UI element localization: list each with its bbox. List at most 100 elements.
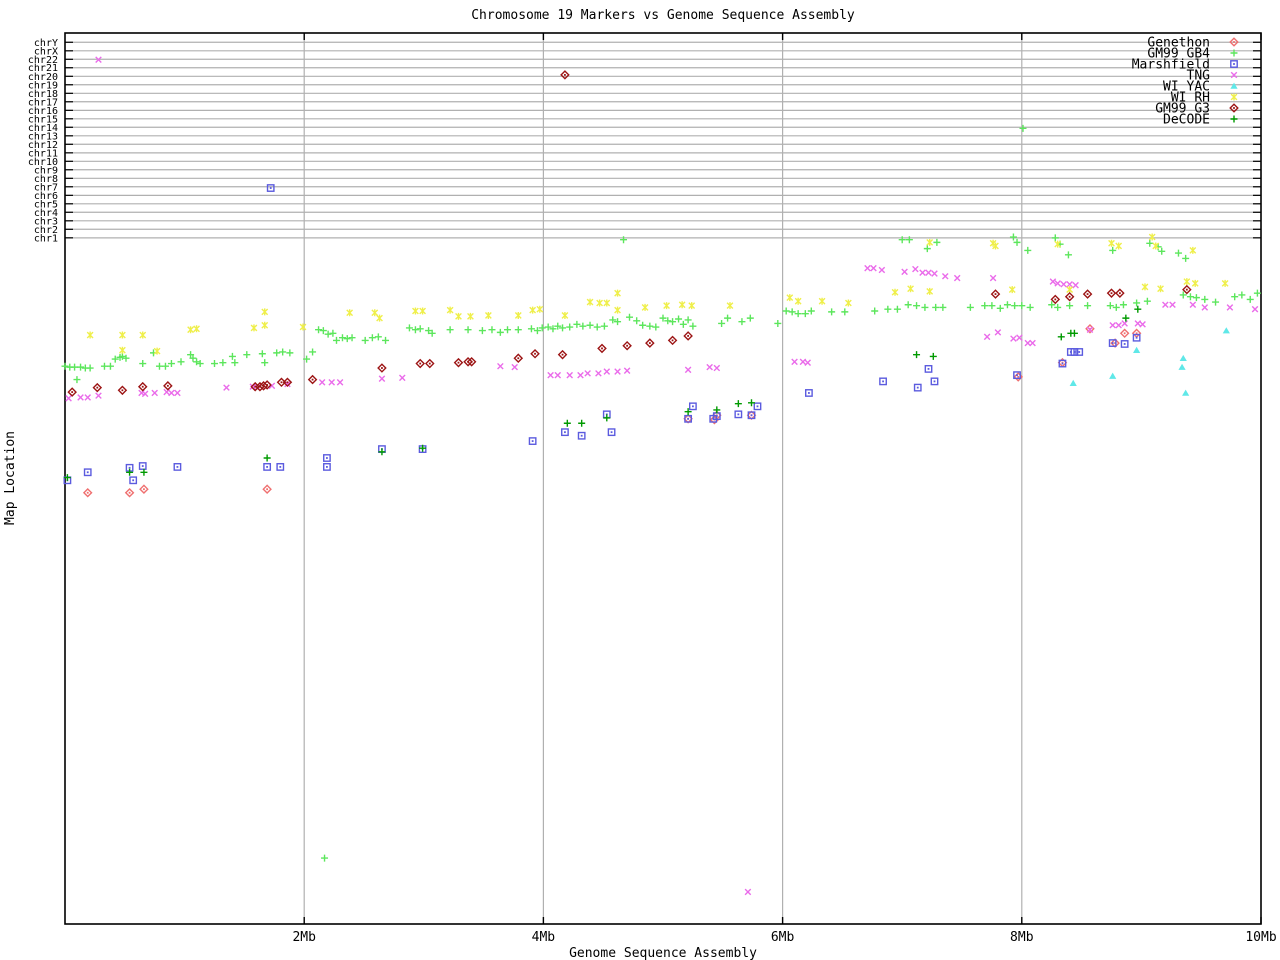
marker <box>794 310 802 318</box>
marker <box>1182 389 1190 396</box>
marker <box>478 327 486 335</box>
x-axis-label: Genome Sequence Assembly <box>569 946 757 960</box>
marker <box>163 388 170 396</box>
marker <box>841 308 849 316</box>
marker <box>988 302 996 310</box>
marker <box>378 375 386 383</box>
series-gm99-g3 <box>67 70 1192 397</box>
marker <box>261 321 269 329</box>
marker <box>368 334 376 342</box>
marker <box>117 385 128 396</box>
marker <box>1122 314 1130 322</box>
y-axis-label: Map Location <box>3 431 18 525</box>
series-marshfield <box>63 184 1141 485</box>
marker <box>419 307 426 315</box>
marker <box>411 326 419 334</box>
marker <box>153 347 161 355</box>
marker <box>675 315 683 323</box>
legend-label: Genethon <box>1147 36 1210 51</box>
legend-item-decode: DeCODE <box>1163 113 1238 128</box>
marker <box>106 362 114 370</box>
marker <box>1109 372 1117 379</box>
marker <box>713 406 721 414</box>
marker <box>1008 286 1016 294</box>
marker <box>1013 371 1021 380</box>
marker <box>1179 291 1187 299</box>
marker <box>689 402 697 411</box>
marker <box>1133 299 1141 307</box>
marker <box>1029 339 1036 347</box>
marker <box>996 304 1004 312</box>
marker <box>1106 288 1117 298</box>
marker <box>1226 304 1234 311</box>
legend-label: GM99 GB4 <box>1147 47 1210 62</box>
marker <box>1179 354 1187 362</box>
marker <box>614 289 621 297</box>
marker <box>1106 302 1114 310</box>
marker <box>151 389 158 397</box>
marker <box>659 314 667 322</box>
marker <box>753 402 762 411</box>
legend-label: TNG <box>1187 69 1211 84</box>
marker <box>261 308 269 316</box>
marker <box>1238 291 1246 299</box>
marker <box>63 474 71 482</box>
marker <box>566 371 574 379</box>
y-tick-label: chr5 <box>34 199 58 210</box>
marker <box>376 314 383 322</box>
marker <box>1066 286 1074 294</box>
marker <box>377 363 387 373</box>
marker <box>983 333 991 341</box>
marker <box>129 476 138 485</box>
marker <box>111 355 119 363</box>
y-tick-label: chr12 <box>28 140 58 151</box>
marker <box>734 410 743 419</box>
marker <box>124 487 135 498</box>
marker <box>626 313 634 321</box>
marker <box>258 350 266 358</box>
marker <box>332 336 340 344</box>
marker <box>913 383 922 392</box>
marker <box>137 381 148 392</box>
marker <box>77 394 84 401</box>
marker <box>645 338 655 348</box>
legend-marker <box>1229 37 1239 47</box>
marker <box>497 362 504 370</box>
marker <box>1148 233 1156 241</box>
marker <box>678 301 686 309</box>
marker <box>1018 302 1026 310</box>
marker <box>554 322 562 330</box>
marker <box>73 376 81 384</box>
marker <box>921 303 929 311</box>
marker <box>286 349 294 357</box>
marker <box>513 353 524 364</box>
marker <box>706 363 713 371</box>
marker <box>1146 239 1154 247</box>
marker <box>86 364 94 372</box>
marker <box>801 310 809 318</box>
marker <box>724 314 732 322</box>
marker <box>718 319 726 327</box>
marker <box>663 302 670 310</box>
y-tick-label: chr21 <box>28 63 58 74</box>
y-tick-label: chr8 <box>34 174 58 185</box>
marker <box>688 302 696 310</box>
marker <box>266 184 275 192</box>
marker <box>211 360 218 368</box>
marker <box>318 378 326 386</box>
marker <box>1231 293 1239 301</box>
marker <box>1050 294 1061 305</box>
marker <box>228 352 236 360</box>
marker <box>1158 247 1166 255</box>
marker <box>1162 301 1169 309</box>
marker <box>560 70 570 80</box>
y-tick-label: chr11 <box>28 148 58 159</box>
marker <box>193 325 200 333</box>
marker <box>1132 333 1141 342</box>
marker <box>923 245 931 253</box>
marker <box>744 888 752 896</box>
marker <box>554 371 562 379</box>
marker <box>1182 254 1190 262</box>
marker <box>378 448 386 456</box>
